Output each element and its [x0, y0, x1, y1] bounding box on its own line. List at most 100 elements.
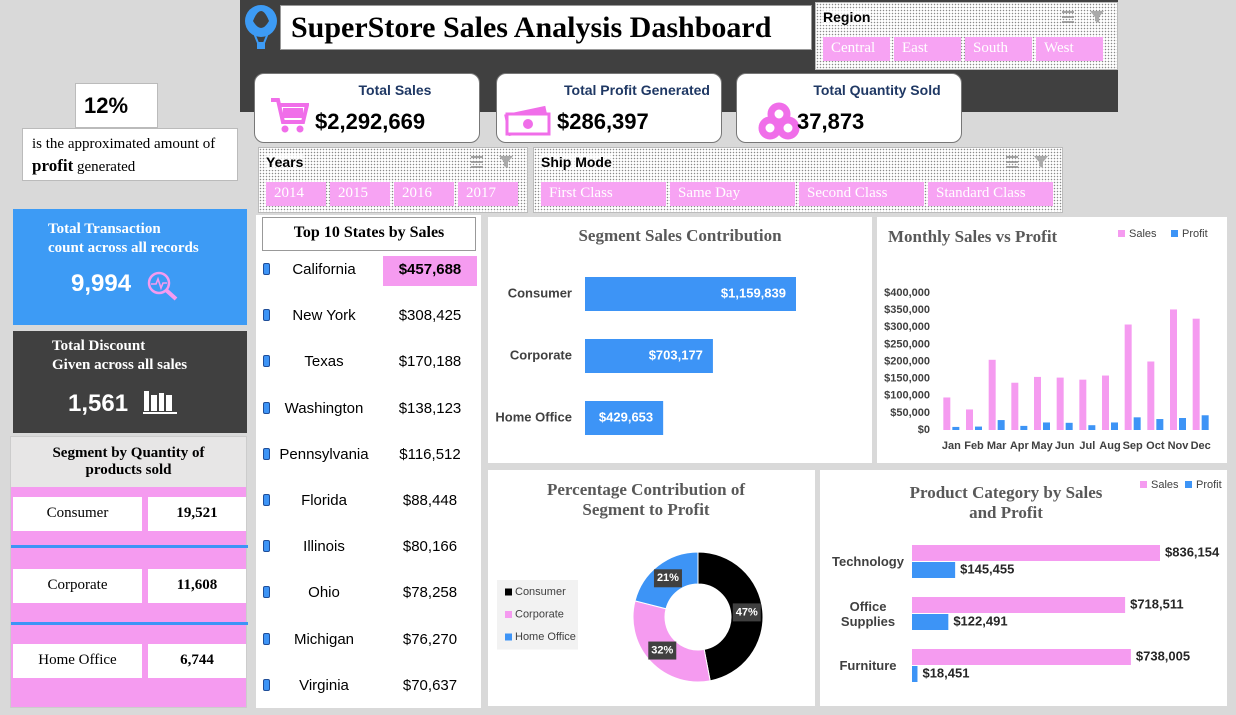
books-icon [143, 391, 177, 414]
y-tick-label: $150,000 [884, 373, 930, 385]
chart: $836,154 $718,511 $738,005 $145,455 $122,491… [912, 479, 1222, 682]
bar [1179, 418, 1186, 430]
slicer-button[interactable]: 2016 [394, 182, 454, 206]
slicer-icons[interactable] [469, 154, 519, 170]
state-name: Ohio [308, 584, 340, 602]
label-box [648, 641, 677, 660]
chart-title: Segment Sales Contribution [578, 226, 782, 245]
kpi-card: Total Quantity Sold 37,873 [736, 73, 962, 143]
separator [11, 622, 248, 625]
row-marker [263, 540, 270, 553]
category-label: Consumer [508, 285, 572, 300]
y-tick-label: $0 [918, 424, 930, 436]
bar [1133, 417, 1141, 430]
state-name: New York [292, 307, 356, 325]
slicer-title: Region [823, 9, 871, 25]
label-box [732, 603, 761, 622]
slicer-title: Years [266, 154, 304, 170]
profit-note: is the approximated amount of profit gen… [22, 128, 238, 181]
row-marker [263, 401, 270, 414]
category-label: Home Office [495, 409, 572, 424]
bar [585, 401, 664, 435]
bar [1056, 377, 1064, 430]
slicer-button[interactable]: South [965, 37, 1032, 61]
circles-icon [758, 102, 800, 140]
state-name: Washington [284, 399, 364, 417]
segment-quantity-panel: Segment by Quantity of products sold Con… [10, 436, 248, 708]
value-label: $1,159,839 [721, 285, 786, 300]
bar [912, 597, 1126, 613]
state-sales: $76,270 [402, 630, 458, 648]
slicer-button[interactable]: 2017 [458, 182, 518, 206]
state-sales: $80,166 [402, 538, 458, 556]
bar [997, 420, 1005, 430]
x-tick-label: Sep [1123, 440, 1143, 452]
category-label: Furniture [839, 658, 897, 673]
state-name: Michigan [293, 630, 355, 648]
slicer-icons[interactable] [1060, 9, 1110, 25]
y-tick-label: $350,000 [884, 304, 930, 316]
bar [585, 277, 796, 311]
label-line: Total Discount [52, 338, 146, 354]
slicer-items: Central East South West [823, 37, 1103, 61]
bar [912, 666, 918, 682]
x-tick-label: Aug [1099, 440, 1120, 452]
slicer-button[interactable]: East [894, 37, 961, 61]
chart-panel: $1,159,839 $703,177 $429,653 Consumer Corpor… [488, 217, 872, 463]
panel-title: Top 10 States by Sales [262, 217, 476, 251]
slicer-button[interactable]: First Class [541, 182, 666, 206]
slicer-button[interactable]: Same Day [670, 182, 795, 206]
chart-panel: $0 $50,000 $100,000 $150,000 $200,000 $250,00… [877, 217, 1227, 463]
top-states-panel: Top 10 States by Sales California $457,68… [256, 215, 481, 708]
y-tick-label: $250,000 [884, 338, 930, 350]
value-label: $703,177 [649, 347, 703, 362]
legend-swatch [1185, 481, 1192, 488]
card-label: Total Discount Given across all sales [52, 337, 187, 375]
slicer-items: 2014 2015 2016 2017 [266, 182, 518, 206]
row-marker [263, 355, 270, 368]
legend-label: Profit [1182, 228, 1208, 240]
donut-slice [697, 551, 764, 682]
kpi-value: $2,292,669 [315, 109, 426, 134]
bar [912, 649, 1131, 665]
value-label: $18,451 [922, 665, 969, 680]
segment-name: Corporate [13, 569, 142, 603]
legend-swatch [1140, 481, 1147, 488]
slicer-button[interactable]: Standard Class [928, 182, 1053, 206]
transactions-card: Total Transaction count across all record… [13, 209, 247, 325]
money-icon [504, 105, 551, 136]
value-label: $122,491 [953, 613, 1007, 628]
slicer-items: First Class Same Day Second Class Standard … [541, 182, 1053, 206]
slicer-button[interactable]: West [1036, 37, 1103, 61]
state-name: Illinois [303, 538, 345, 556]
category-label: Office Supplies [840, 598, 896, 629]
chart: $1,159,839 $703,177 $429,653 Consumer Corpor… [495, 277, 796, 435]
chart-title: Product Category by Sales and Profit [909, 483, 1103, 522]
state-name: California [292, 261, 356, 278]
bar [1124, 324, 1132, 430]
state-sales: $70,637 [402, 676, 458, 694]
kpi-label: Total Sales [358, 82, 432, 98]
legend-swatch [1118, 230, 1125, 237]
value-label: 32% [651, 644, 673, 656]
x-tick-label: Jul [1079, 440, 1095, 452]
x-tick-label: May [1031, 440, 1053, 452]
chart-panel: $836,154 $718,511 $738,005 $145,455 $122,491… [820, 470, 1227, 706]
slicer-button[interactable]: 2014 [266, 182, 326, 206]
row-marker [263, 586, 270, 599]
bar [952, 426, 960, 430]
profit-percent: 12% [75, 83, 158, 128]
x-tick-label: Nov [1168, 440, 1190, 452]
slicer-icons[interactable] [1004, 154, 1054, 170]
value-label: $836,154 [1165, 544, 1220, 559]
card-label: Total Transaction count across all record… [48, 220, 199, 258]
label-line: Total Transaction [48, 221, 161, 237]
slicer-button[interactable]: 2015 [330, 182, 390, 206]
state-sales: $116,512 [399, 445, 461, 463]
bar [1079, 379, 1087, 430]
slicer-button[interactable]: Central [823, 37, 890, 61]
slicer-button[interactable]: Second Class [799, 182, 924, 206]
note-emphasis: profit [32, 156, 74, 175]
bar [1020, 425, 1028, 430]
